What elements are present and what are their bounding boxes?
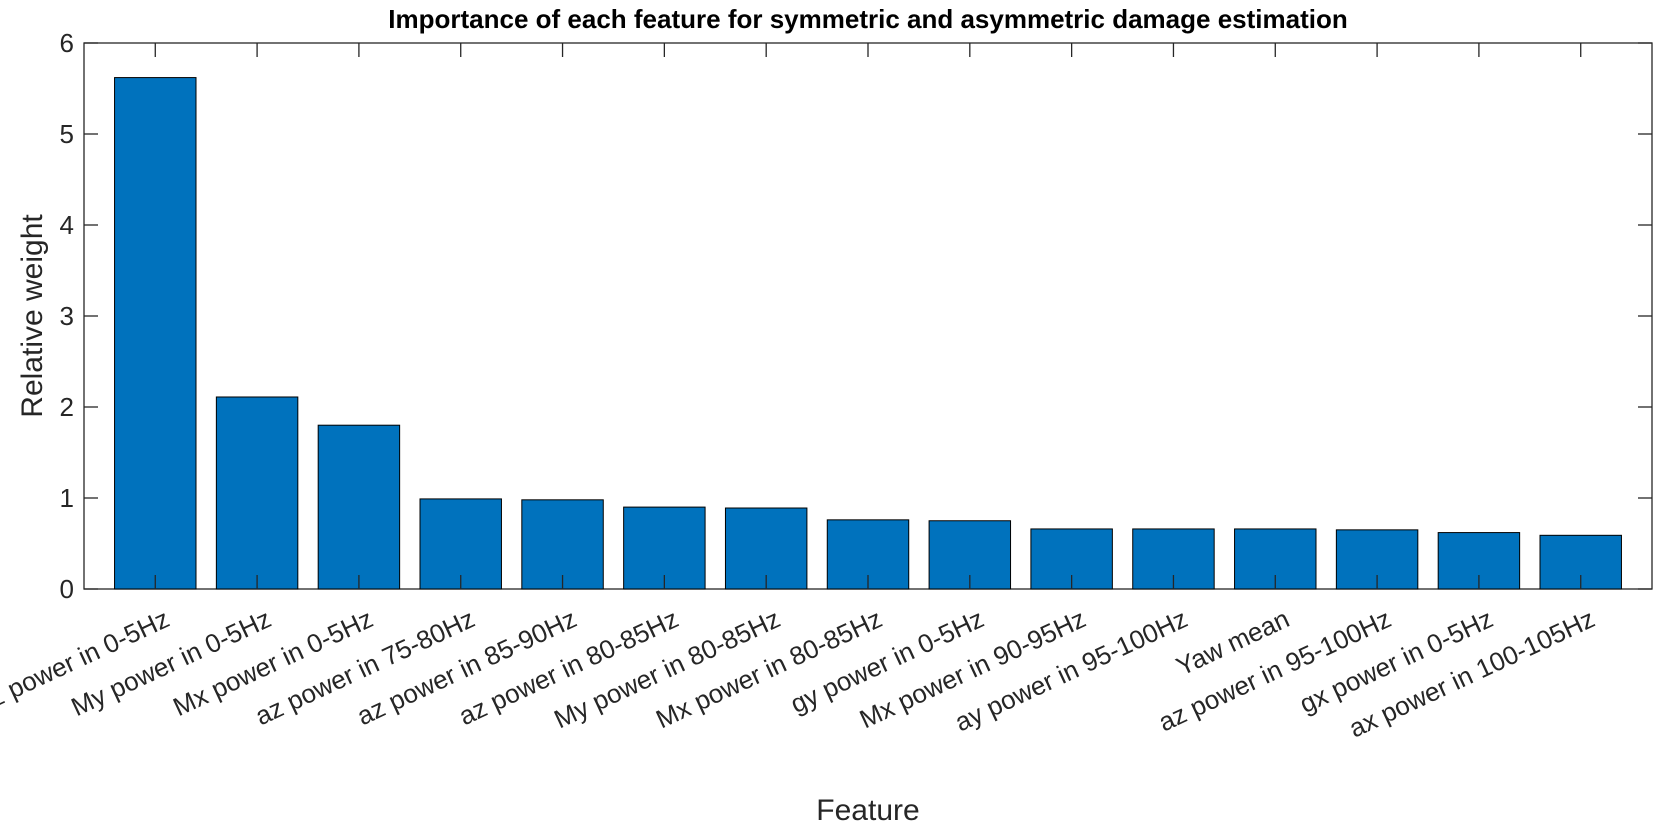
bar xyxy=(521,499,604,590)
y-tick-label: 1 xyxy=(60,483,74,513)
y-tick-label: 0 xyxy=(60,574,74,604)
y-axis-title: Relative weight xyxy=(16,214,49,418)
chart-title: Importance of each feature for symmetric… xyxy=(388,4,1347,34)
y-tick-label: 2 xyxy=(60,392,74,422)
bars xyxy=(114,77,1622,590)
y-tick-label: 4 xyxy=(60,210,74,240)
bar xyxy=(317,424,401,590)
bar xyxy=(114,77,197,590)
x-axis-title: Feature xyxy=(816,794,919,827)
y-tick-label: 5 xyxy=(60,119,74,149)
y-tick-label: 6 xyxy=(60,28,74,58)
y-axis: 0 1 2 3 4 5 6 xyxy=(60,28,1652,604)
y-tick-label: 3 xyxy=(60,301,74,331)
bar xyxy=(215,396,299,590)
